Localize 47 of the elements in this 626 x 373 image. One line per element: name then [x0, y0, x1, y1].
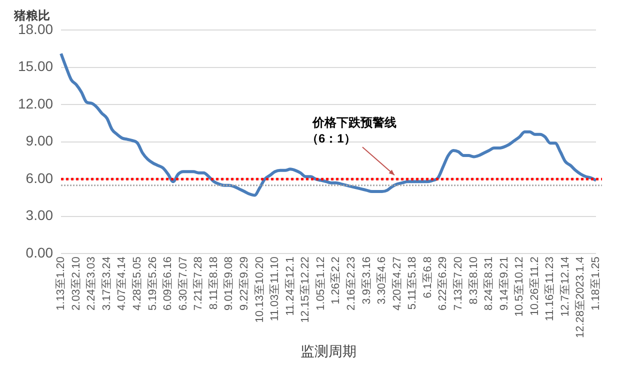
- x-tick-label: 1.13至1.20: [55, 256, 68, 310]
- x-tick-label: 1.26至2.2: [330, 256, 342, 304]
- x-tick-label: 7.21至7.28: [192, 256, 205, 310]
- x-tick-label: 6.30至7.07: [177, 256, 190, 310]
- y-tick-label: 6.00: [26, 170, 54, 186]
- x-tick-label: 9.01至9.08: [223, 256, 236, 310]
- x-tick-label: 7.13至7.20: [452, 256, 464, 310]
- x-tick-label: 3.9至3.16: [360, 256, 373, 304]
- x-tick-label: 2.03至2.10: [70, 256, 82, 310]
- x-tick-label: 4.07至4.14: [116, 256, 128, 310]
- x-tick-label: 12.15至12.22: [300, 256, 312, 323]
- y-tick-label: 3.00: [26, 207, 54, 224]
- y-tick-label: 12.00: [18, 95, 54, 112]
- x-tick-label: 11.16至11.23: [544, 256, 556, 322]
- x-tick-label: 6.22至6.29: [437, 256, 450, 310]
- x-tick-label: 1.05至1.12: [314, 256, 327, 310]
- x-tick-label: 6.09至6.16: [162, 256, 174, 310]
- x-tick-label: 10.26至11.2: [528, 256, 541, 316]
- x-tick-label: 10.5至10.12: [514, 256, 526, 317]
- x-tick-label: 4.28至5.05: [131, 256, 144, 310]
- x-tick-label: 5.11至5.18: [406, 256, 419, 310]
- x-tick-label: 2.16至2.23: [345, 256, 358, 310]
- x-tick-label: 6.1至6.8: [422, 256, 434, 298]
- line-series: [60, 52, 598, 197]
- x-tick-label: 9.14至9.21: [498, 256, 510, 310]
- x-tick-label: 3.17至3.24: [100, 256, 113, 310]
- x-tick-label: 1.18至1.25: [590, 256, 602, 310]
- x-tick-label: 11.03至11.10: [269, 256, 282, 322]
- y-tick-label: 15.00: [18, 58, 54, 74]
- x-tick-label: 4.20至4.27: [391, 256, 404, 310]
- x-tick-label: 3.30至4.6: [376, 256, 388, 304]
- x-axis-title: 监测周期: [300, 342, 357, 359]
- x-tick-label: 10.13至10.20: [254, 256, 266, 323]
- x-tick-label: 9.22至9.29: [238, 256, 250, 310]
- y-tick-label: 9.00: [26, 132, 54, 149]
- x-tick-label: 8.3至8.10: [468, 256, 480, 304]
- y-tick-label: 0.00: [26, 244, 54, 261]
- x-tick-label: 12.7至12.14: [559, 256, 572, 317]
- x-tick-label: 8.24至8.31: [483, 256, 496, 310]
- ref-line-label: 价格下跌预警线（6：1）: [306, 115, 396, 146]
- y-tick-label: 18.00: [18, 20, 54, 37]
- y-axis-title: 猪粮比: [13, 8, 50, 22]
- x-tick-label: 2.24至3.03: [86, 256, 98, 310]
- x-tick-label: 12.28至2023.1.4: [574, 256, 587, 338]
- x-tick-label: 8.11至8.18: [208, 256, 220, 310]
- x-tick-label: 5.19至5.26: [146, 256, 159, 310]
- x-tick-label: 11.24至12.1: [284, 256, 296, 316]
